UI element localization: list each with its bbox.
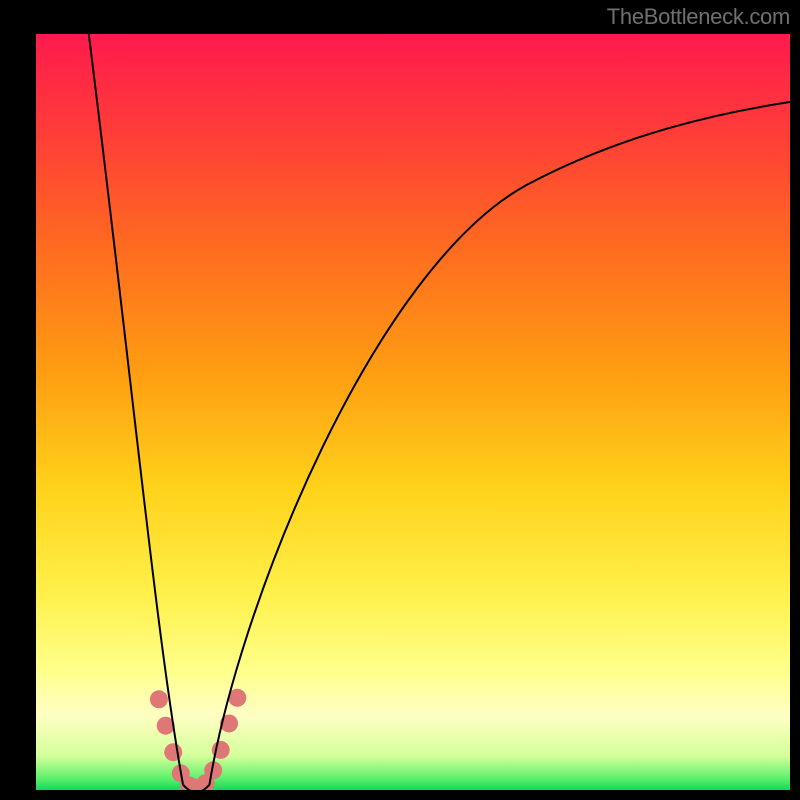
plot-background	[36, 34, 790, 790]
curve-marker	[164, 743, 182, 761]
chart-svg	[0, 0, 800, 800]
curve-marker	[150, 690, 168, 708]
watermark-text: TheBottleneck.com	[607, 4, 790, 30]
chart-container: TheBottleneck.com	[0, 0, 800, 800]
